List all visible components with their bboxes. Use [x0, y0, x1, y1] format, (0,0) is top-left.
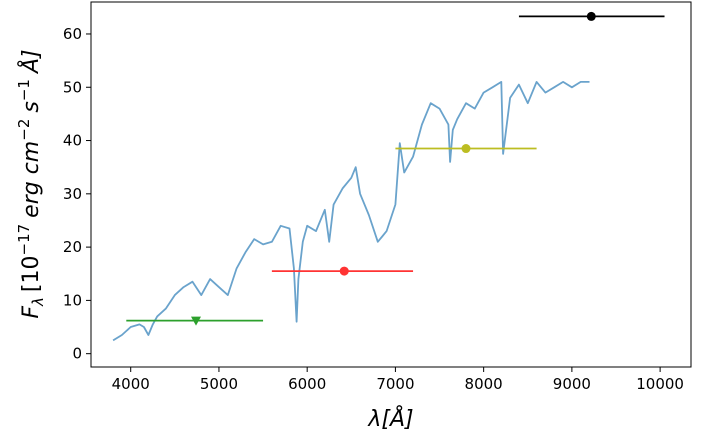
- point-marker-circle: [461, 144, 471, 154]
- spectrum-line: [112, 81, 590, 342]
- spectrum-layer: [112, 81, 590, 342]
- y-tick-label: 40: [63, 132, 82, 150]
- y-label-unit2: s: [19, 101, 44, 112]
- x-axis: 4000 5000 6000 7000 8000 9000 10000: [112, 367, 684, 393]
- x-axis-label: λ[Å]: [367, 405, 413, 432]
- photometry-point-3: [518, 11, 665, 21]
- photometry-point-2: [395, 144, 537, 154]
- y-label-exp2: −2: [15, 119, 33, 141]
- y-label-exp3: −1: [15, 79, 33, 101]
- y-tick-label: 10: [63, 291, 82, 309]
- y-tick-label: 0: [72, 345, 82, 363]
- x-tick-label: 6000: [288, 375, 326, 393]
- x-tick-label: 8000: [465, 375, 503, 393]
- x-tick-label: 10000: [636, 375, 684, 393]
- y-label-unit1: erg cm: [19, 141, 44, 218]
- y-label-open: [10: [19, 255, 44, 292]
- point-marker-triangle: [191, 316, 201, 326]
- x-tick-label: 4000: [112, 375, 150, 393]
- photometry-layer: [126, 11, 665, 326]
- x-tick-label: 9000: [553, 375, 591, 393]
- y-tick-label: 20: [63, 238, 82, 256]
- y-tick-label: 60: [63, 25, 82, 43]
- plot-area: [90, 1, 692, 368]
- y-label-symbol: F: [19, 306, 44, 319]
- photometry-point-0: [126, 316, 264, 326]
- y-label-sub: λ: [29, 297, 47, 307]
- point-marker-circle: [339, 266, 349, 276]
- y-label-unit3: Å]: [17, 49, 44, 75]
- y-tick-label: 50: [63, 78, 82, 96]
- y-axis-label: Fλ [10−17 erg cm−2 s−1 Å]: [15, 49, 47, 318]
- x-tick-label: 5000: [200, 375, 238, 393]
- y-label-exp1: −17: [15, 224, 33, 256]
- point-marker-circle: [586, 11, 596, 21]
- y-tick-label: 30: [63, 185, 82, 203]
- y-axis: 0 10 20 30 40 50 60: [63, 25, 91, 363]
- x-tick-label: 7000: [376, 375, 414, 393]
- photometry-point-1: [271, 266, 414, 276]
